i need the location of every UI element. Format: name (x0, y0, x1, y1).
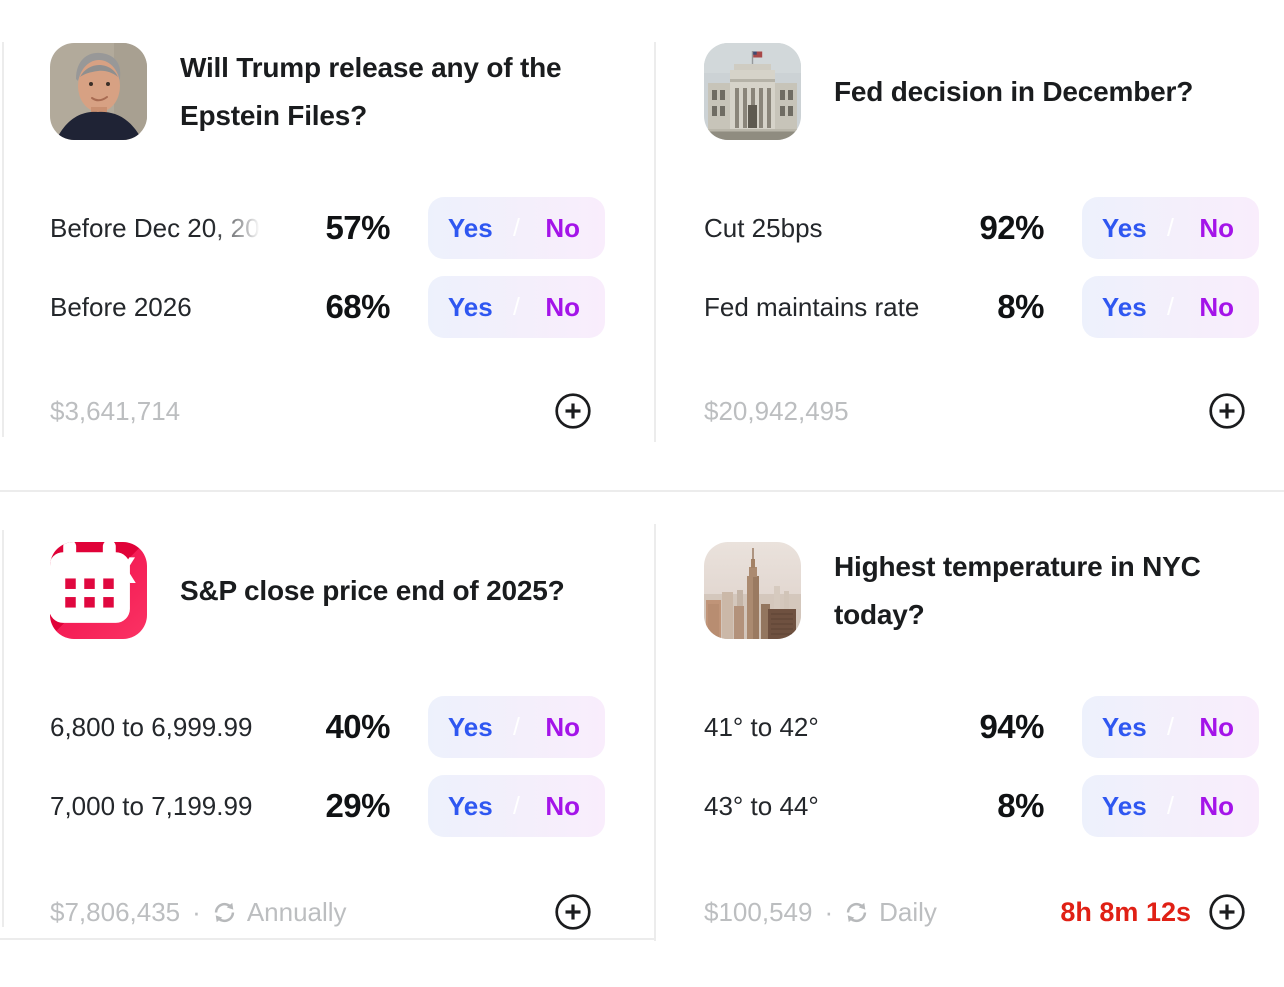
outcome-probability: 92% (979, 209, 1044, 246)
footer-separator: · (824, 896, 834, 927)
outcome-row: 43° to 44° 8% Yes / No (704, 775, 1259, 837)
yes-button[interactable]: Yes (1082, 292, 1167, 323)
outcome-label: Before 2026 (50, 291, 192, 322)
nyc-skyline-image (704, 542, 801, 639)
outcome-probability: 29% (325, 787, 390, 824)
pill-slash: / (513, 213, 520, 242)
no-button[interactable]: No (521, 791, 606, 822)
pill-slash: / (513, 712, 520, 741)
outcome-row: Before 2026 68% Yes / No (50, 276, 605, 338)
pill-slash: / (513, 791, 520, 820)
market-avatar-federal-reserve[interactable] (704, 43, 801, 140)
column-divider (654, 42, 656, 442)
outcome-probability: 68% (325, 288, 390, 325)
recurrence-label: Annually (246, 896, 347, 927)
market-card-epstein-files[interactable]: Will Trump release any of the Epstein Fi… (3, 0, 654, 490)
federal-reserve-building-image (704, 43, 801, 140)
market-avatar-spx-logo[interactable]: SPX (50, 542, 147, 639)
add-to-watchlist-button[interactable] (554, 893, 592, 931)
outcome-probability: 8% (997, 288, 1044, 325)
no-button[interactable]: No (521, 712, 606, 743)
yes-no-pill: Yes / No (1082, 775, 1259, 837)
plus-circle-icon (1209, 393, 1245, 429)
volume-label: $3,641,714 (50, 395, 181, 426)
yes-button[interactable]: Yes (428, 213, 513, 244)
no-button[interactable]: No (1175, 292, 1260, 323)
pill-slash: / (513, 292, 520, 321)
closing-countdown: 8h 8m 12s (1060, 896, 1191, 927)
column-divider (654, 524, 656, 941)
pill-slash: / (1167, 791, 1174, 820)
outcome-label: 7,000 to 7,199.99 (50, 790, 253, 821)
market-title[interactable]: Will Trump release any of the Epstein Fi… (180, 51, 562, 131)
calendar-icon (50, 542, 130, 623)
column-divider (2, 42, 4, 437)
yes-button[interactable]: Yes (428, 712, 513, 743)
plus-circle-icon (1209, 894, 1245, 930)
volume-label: $7,806,435 (50, 896, 181, 927)
yes-button[interactable]: Yes (1082, 791, 1167, 822)
outcome-probability: 8% (997, 787, 1044, 824)
yes-no-pill: Yes / No (428, 197, 605, 259)
pill-slash: / (1167, 213, 1174, 242)
yes-button[interactable]: Yes (428, 292, 513, 323)
footer-separator: · (192, 896, 201, 927)
no-button[interactable]: No (1175, 791, 1260, 822)
yes-no-pill: Yes / No (1082, 696, 1259, 758)
yes-no-pill: Yes / No (428, 775, 605, 837)
volume-label: $100,549 (704, 896, 813, 927)
add-to-watchlist-button[interactable] (1208, 893, 1246, 931)
yes-no-pill: Yes / No (1082, 197, 1259, 259)
outcome-probability: 40% (325, 708, 390, 745)
recurrence-refresh-icon (846, 902, 867, 922)
no-button[interactable]: No (521, 213, 606, 244)
yes-button[interactable]: Yes (1082, 213, 1167, 244)
outcome-row: Fed maintains rate 8% Yes / No (704, 276, 1259, 338)
outcome-label: Cut 25bps (704, 212, 823, 243)
market-avatar-epstein-portrait[interactable] (50, 43, 147, 140)
outcome-label: Fed maintains rate (704, 291, 920, 322)
outcome-label: 43° to 44° (704, 790, 819, 821)
recurrence-refresh-icon (214, 902, 234, 922)
add-to-watchlist-button[interactable] (1208, 392, 1246, 430)
row-divider (0, 938, 655, 940)
outcome-label: 41° to 42° (704, 711, 819, 742)
recurrence-label: Daily (879, 896, 937, 927)
market-avatar-nyc-skyline[interactable] (704, 542, 801, 639)
column-divider (2, 530, 4, 927)
no-button[interactable]: No (521, 292, 606, 323)
outcome-probability: 94% (979, 708, 1044, 745)
yes-button[interactable]: Yes (1082, 712, 1167, 743)
market-card-sp-close-price[interactable]: SPX S&P close price end of 2025? 6,800 t… (3, 492, 654, 987)
market-title[interactable]: S&P close price end of 2025? (180, 574, 565, 606)
yes-no-pill: Yes / No (428, 696, 605, 758)
add-to-watchlist-button[interactable] (554, 392, 592, 430)
outcome-probability: 57% (325, 209, 390, 246)
row-divider (0, 490, 1284, 492)
plus-circle-icon (555, 393, 591, 429)
no-button[interactable]: No (1175, 213, 1260, 244)
outcome-row: 7,000 to 7,199.99 29% Yes / No (50, 775, 605, 837)
market-card-fed-decision[interactable]: Fed decision in December? Cut 25bps 92% … (656, 0, 1284, 490)
market-title[interactable]: Fed decision in December? (834, 75, 1194, 107)
pill-slash: / (1167, 712, 1174, 741)
plus-circle-icon (555, 894, 591, 930)
outcome-row: Cut 25bps 92% Yes / No (704, 197, 1259, 259)
outcome-row: Before Dec 20, 20 57% Yes / No (50, 197, 605, 259)
no-button[interactable]: No (1175, 712, 1260, 743)
outcome-row: 6,800 to 6,999.99 40% Yes / No (50, 696, 605, 758)
outcome-row: 41° to 42° 94% Yes / No (704, 696, 1259, 758)
market-card-nyc-temperature[interactable]: Highest temperature in NYC today? 41° to… (656, 492, 1284, 987)
outcome-label: 6,800 to 6,999.99 (50, 711, 253, 742)
yes-no-pill: Yes / No (428, 276, 605, 338)
yes-button[interactable]: Yes (428, 791, 513, 822)
volume-label: $20,942,495 (704, 395, 849, 426)
yes-no-pill: Yes / No (1082, 276, 1259, 338)
market-title[interactable]: Highest temperature in NYC today? (834, 550, 1201, 630)
outcome-label: Before Dec 20, 20 (50, 212, 260, 243)
pill-slash: / (1167, 292, 1174, 321)
epstein-portrait-image (50, 43, 147, 140)
